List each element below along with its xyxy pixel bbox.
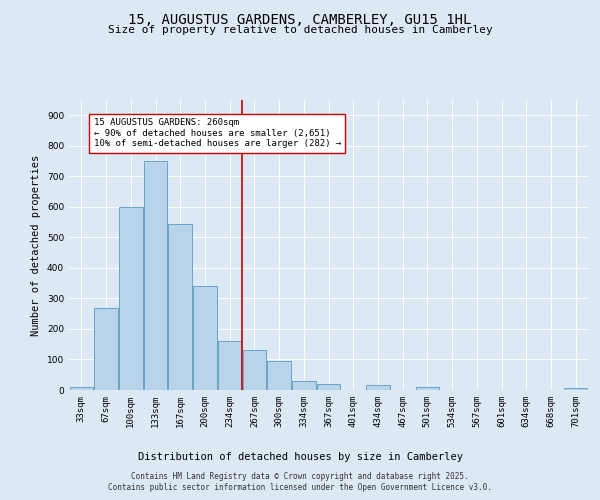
Bar	[292, 381, 316, 390]
Y-axis label: Number of detached properties: Number of detached properties	[31, 154, 41, 336]
Text: Distribution of detached houses by size in Camberley: Distribution of detached houses by size …	[137, 452, 463, 462]
Bar	[416, 387, 439, 390]
Bar	[144, 161, 167, 390]
Text: Contains public sector information licensed under the Open Government Licence v3: Contains public sector information licen…	[108, 484, 492, 492]
Bar	[317, 384, 340, 390]
Text: Size of property relative to detached houses in Camberley: Size of property relative to detached ho…	[107, 25, 493, 35]
Bar	[169, 224, 192, 390]
Bar	[94, 308, 118, 390]
Text: 15 AUGUSTUS GARDENS: 260sqm
← 90% of detached houses are smaller (2,651)
10% of : 15 AUGUSTUS GARDENS: 260sqm ← 90% of det…	[94, 118, 341, 148]
Text: 15, AUGUSTUS GARDENS, CAMBERLEY, GU15 1HL: 15, AUGUSTUS GARDENS, CAMBERLEY, GU15 1H…	[128, 12, 472, 26]
Bar	[242, 350, 266, 390]
Text: Contains HM Land Registry data © Crown copyright and database right 2025.: Contains HM Land Registry data © Crown c…	[131, 472, 469, 481]
Bar	[119, 207, 143, 390]
Bar	[268, 361, 291, 390]
Bar	[366, 386, 389, 390]
Bar	[70, 387, 93, 390]
Bar	[218, 341, 241, 390]
Bar	[193, 286, 217, 390]
Bar	[564, 388, 587, 390]
